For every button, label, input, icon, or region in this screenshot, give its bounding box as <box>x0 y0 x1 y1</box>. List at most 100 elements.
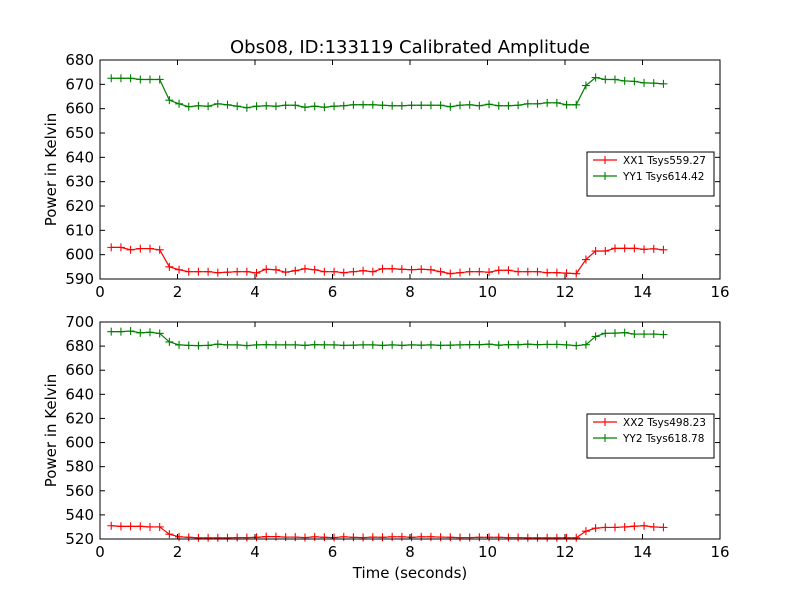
data-point <box>610 523 619 532</box>
data-point <box>378 264 387 273</box>
data-point <box>242 533 251 542</box>
data-point <box>165 96 174 105</box>
y-axis-label: Power in Kelvin <box>42 374 60 488</box>
data-point <box>436 341 445 350</box>
legend-label: XX2 Tsys498.23 <box>623 417 706 429</box>
data-point <box>242 341 251 350</box>
data-point <box>552 340 561 349</box>
data-point <box>175 99 184 108</box>
data-point <box>591 332 600 341</box>
y-tick-label: 630 <box>65 173 94 191</box>
data-point <box>494 101 503 110</box>
data-point <box>610 244 619 253</box>
data-point <box>339 268 348 277</box>
data-point <box>591 247 600 256</box>
data-point <box>533 267 542 276</box>
data-point <box>533 533 542 542</box>
data-point <box>330 340 339 349</box>
data-point <box>572 100 581 109</box>
data-point <box>165 262 174 271</box>
data-point <box>417 265 426 274</box>
data-point <box>213 99 222 108</box>
data-point <box>262 265 271 274</box>
data-point <box>533 99 542 108</box>
x-tick-label: 10 <box>478 283 497 301</box>
data-point <box>291 533 300 542</box>
data-point <box>310 102 319 111</box>
y-tick-label: 600 <box>65 434 94 452</box>
series-line <box>111 246 664 275</box>
series-line <box>111 525 664 539</box>
data-point <box>504 533 513 542</box>
data-point <box>300 264 309 273</box>
data-point <box>465 533 474 542</box>
data-point <box>659 330 668 339</box>
data-point <box>601 523 610 532</box>
data-point <box>213 268 222 277</box>
data-point <box>252 102 261 111</box>
data-point <box>165 530 174 539</box>
series-1 <box>107 521 668 542</box>
data-point <box>145 244 154 253</box>
legend-label: YY2 Tsys618.78 <box>622 433 704 445</box>
data-point <box>397 101 406 110</box>
data-point <box>339 341 348 350</box>
data-point <box>465 100 474 109</box>
data-point <box>155 329 164 338</box>
data-point <box>436 267 445 276</box>
data-point <box>436 533 445 542</box>
data-point <box>446 269 455 278</box>
x-tick-label: 10 <box>478 543 497 561</box>
data-point <box>407 265 416 274</box>
x-tick-label: 0 <box>95 543 105 561</box>
y-tick-label: 700 <box>65 313 94 331</box>
data-point <box>417 341 426 350</box>
subplots: 0 2 4 6 8 10 12 14 16590600610620630640650660670… <box>42 51 730 561</box>
data-point <box>291 266 300 275</box>
subplot-2: 0 2 4 6 8 10 12 14 16 520 540 560 580 600 620 640 660 680… <box>42 313 730 561</box>
series-2 <box>107 327 668 350</box>
data-point <box>291 340 300 349</box>
data-point <box>475 267 484 276</box>
data-point <box>155 522 164 531</box>
data-point <box>533 340 542 349</box>
data-point <box>543 268 552 277</box>
data-point <box>184 533 193 542</box>
x-tick-label: 16 <box>710 543 729 561</box>
data-point <box>581 255 590 264</box>
x-tick-label: 12 <box>555 283 574 301</box>
data-point <box>233 102 242 111</box>
legend: XX1 Tsys559.27 YY1 Tsys614.42 <box>586 151 715 197</box>
data-point <box>126 327 135 336</box>
data-point <box>368 340 377 349</box>
data-point <box>436 101 445 110</box>
data-point <box>213 533 222 542</box>
legend: XX2 Tsys498.23 YY2 Tsys618.78 <box>586 413 715 459</box>
y-tick-label: 680 <box>65 51 94 69</box>
data-point <box>204 341 213 350</box>
data-point <box>426 265 435 274</box>
data-point <box>562 100 571 109</box>
legend-box <box>586 413 715 459</box>
x-tick-label: 16 <box>710 283 729 301</box>
data-point <box>349 341 358 350</box>
data-point <box>397 265 406 274</box>
data-point <box>262 101 271 110</box>
data-point <box>136 328 145 337</box>
data-point <box>271 340 280 349</box>
data-point <box>107 521 116 530</box>
data-point <box>407 101 416 110</box>
data-point <box>281 340 290 349</box>
y-tick-label: 640 <box>65 385 94 403</box>
data-point <box>388 340 397 349</box>
data-point <box>523 99 532 108</box>
data-point <box>581 81 590 90</box>
data-point <box>591 73 600 82</box>
data-point <box>126 74 135 83</box>
data-point <box>620 244 629 253</box>
data-point <box>300 533 309 542</box>
data-point <box>649 330 658 339</box>
data-point <box>223 340 232 349</box>
x-tick-label: 0 <box>95 283 105 301</box>
y-tick-label: 520 <box>65 530 94 548</box>
